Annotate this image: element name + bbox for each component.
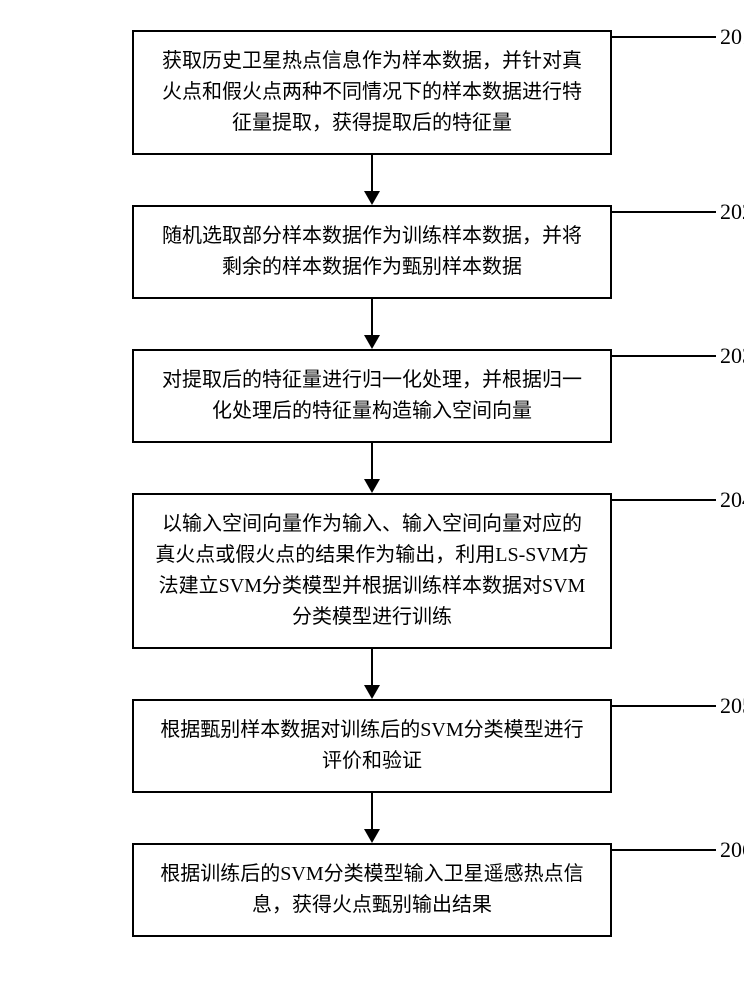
arrow-down	[364, 793, 380, 843]
label-connector	[612, 499, 716, 501]
arrow-down	[364, 299, 380, 349]
step-label: 206	[720, 837, 744, 863]
step-box: 根据甄别样本数据对训练后的SVM分类模型进行评价和验证	[132, 699, 612, 793]
arrow-head-icon	[364, 829, 380, 843]
step-label: 201	[720, 24, 744, 50]
step-205: 根据甄别样本数据对训练后的SVM分类模型进行评价和验证205	[60, 699, 684, 793]
step-label: 205	[720, 693, 744, 719]
label-connector	[612, 705, 716, 707]
step-box: 根据训练后的SVM分类模型输入卫星遥感热点信息，获得火点甄别输出结果	[132, 843, 612, 937]
label-connector	[612, 849, 716, 851]
step-label: 204	[720, 487, 744, 513]
step-202: 随机选取部分样本数据作为训练样本数据，并将剩余的样本数据作为甄别样本数据202	[60, 205, 684, 299]
arrow-down	[364, 443, 380, 493]
step-label: 203	[720, 343, 744, 369]
step-206: 根据训练后的SVM分类模型输入卫星遥感热点信息，获得火点甄别输出结果206	[60, 843, 684, 937]
step-204: 以输入空间向量作为输入、输入空间向量对应的真火点或假火点的结果作为输出，利用LS…	[60, 493, 684, 649]
arrow-down	[364, 155, 380, 205]
step-label: 202	[720, 199, 744, 225]
step-box: 以输入空间向量作为输入、输入空间向量对应的真火点或假火点的结果作为输出，利用LS…	[132, 493, 612, 649]
step-201: 获取历史卫星热点信息作为样本数据，并针对真火点和假火点两种不同情况下的样本数据进…	[60, 30, 684, 155]
arrow-head-icon	[364, 191, 380, 205]
step-box: 随机选取部分样本数据作为训练样本数据，并将剩余的样本数据作为甄别样本数据	[132, 205, 612, 299]
step-box: 对提取后的特征量进行归一化处理，并根据归一化处理后的特征量构造输入空间向量	[132, 349, 612, 443]
label-connector	[612, 36, 716, 38]
arrow-head-icon	[364, 479, 380, 493]
label-connector	[612, 211, 716, 213]
flowchart: 获取历史卫星热点信息作为样本数据，并针对真火点和假火点两种不同情况下的样本数据进…	[60, 30, 684, 937]
arrow-down	[364, 649, 380, 699]
label-connector	[612, 355, 716, 357]
arrow-head-icon	[364, 685, 380, 699]
step-203: 对提取后的特征量进行归一化处理，并根据归一化处理后的特征量构造输入空间向量203	[60, 349, 684, 443]
arrow-head-icon	[364, 335, 380, 349]
step-box: 获取历史卫星热点信息作为样本数据，并针对真火点和假火点两种不同情况下的样本数据进…	[132, 30, 612, 155]
